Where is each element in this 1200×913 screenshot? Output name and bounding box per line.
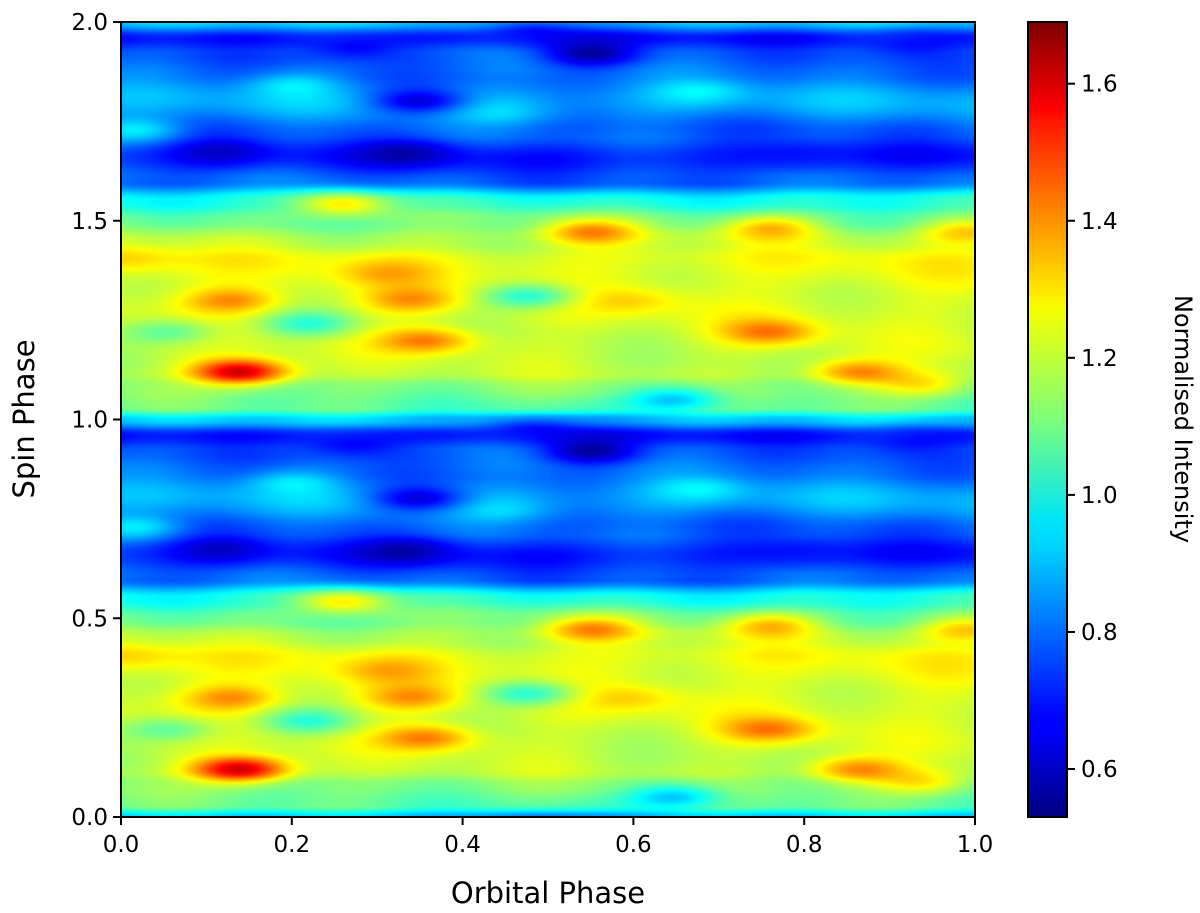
x-axis-ticks: 0.0 0.2 0.4 0.6 0.8 1.0 — [103, 817, 994, 858]
x-tick-label: 0.8 — [786, 832, 823, 858]
y-tick-label: 2.0 — [71, 10, 108, 36]
x-axis-label: Orbital Phase — [451, 876, 645, 910]
colorbar-label: Normalised Intensity — [1169, 295, 1197, 543]
heatmap-raster-holder — [121, 22, 975, 817]
colorbar-tick-label: 1.0 — [1081, 483, 1118, 509]
y-axis-ticks: 0.0 0.5 1.0 1.5 2.0 — [71, 10, 121, 831]
x-tick-label: 0.6 — [615, 832, 652, 858]
colorbar-tick-label: 0.8 — [1081, 620, 1118, 646]
colorbar-ticks: 0.6 0.8 1.0 1.2 1.4 1.6 — [1067, 72, 1118, 783]
heatmap-raster — [121, 22, 975, 817]
y-axis-label: Spin Phase — [7, 339, 41, 498]
colorbar-tick-label: 1.2 — [1081, 346, 1118, 372]
colorbar-tick-label: 1.6 — [1081, 72, 1118, 98]
x-tick-label: 0.0 — [103, 832, 140, 858]
y-tick-label: 1.5 — [71, 209, 108, 235]
colorbar — [1027, 21, 1068, 818]
y-tick-label: 0.0 — [71, 805, 108, 831]
colorbar-tick-label: 1.4 — [1081, 209, 1118, 235]
x-tick-label: 0.4 — [444, 832, 481, 858]
x-tick-label: 0.2 — [274, 832, 311, 858]
colorbar-tick-label: 0.6 — [1081, 757, 1118, 783]
y-tick-label: 0.5 — [71, 606, 108, 632]
y-tick-label: 1.0 — [71, 408, 108, 434]
x-tick-label: 1.0 — [957, 832, 994, 858]
